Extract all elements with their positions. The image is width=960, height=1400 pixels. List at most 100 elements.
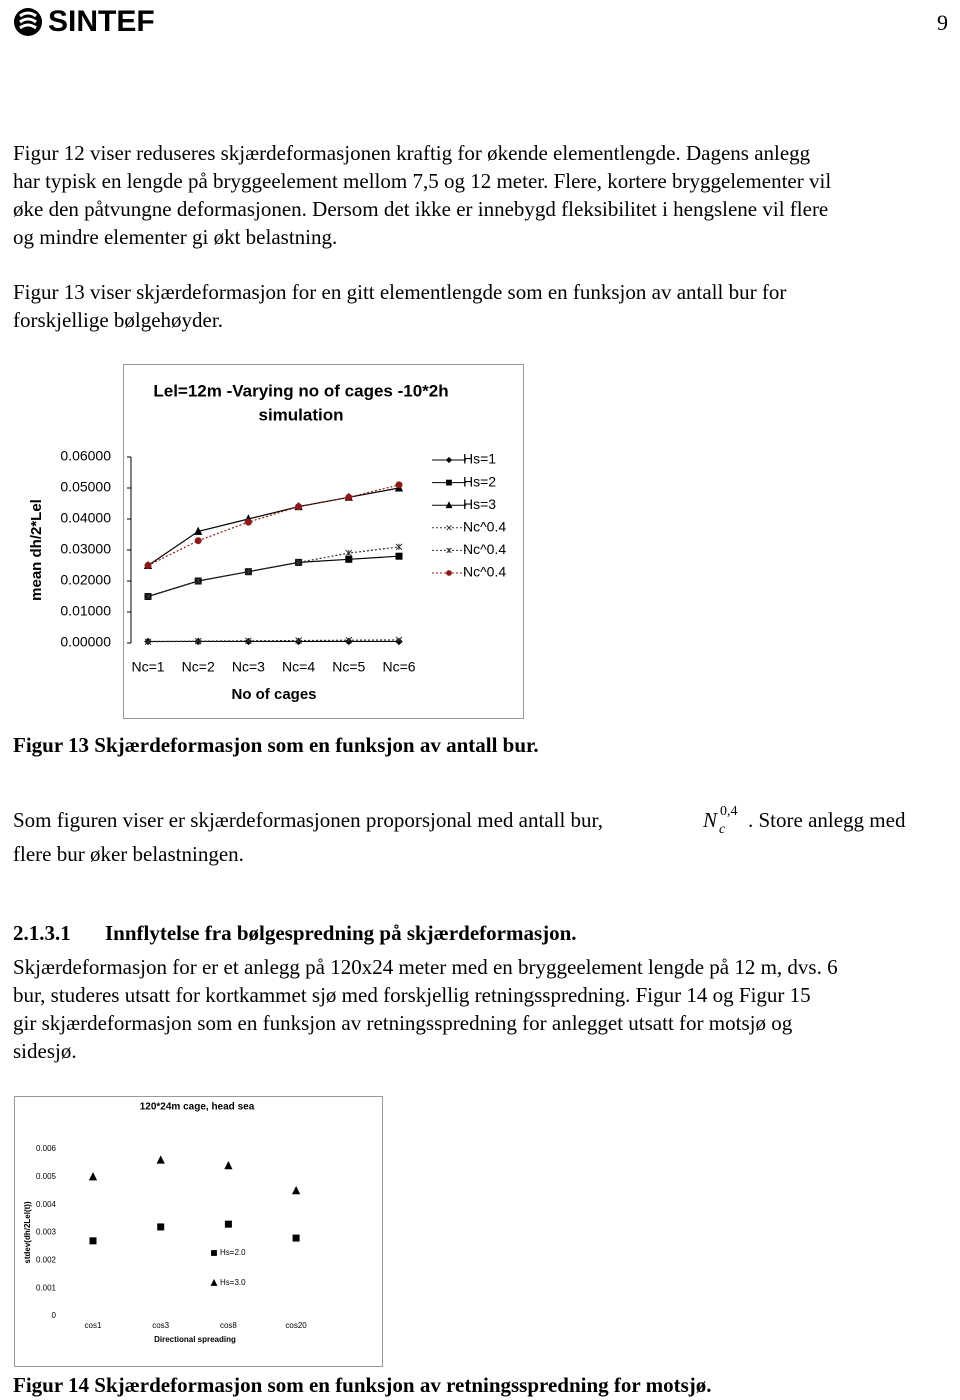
- marker: [194, 526, 203, 535]
- logo: SINTEF: [14, 5, 155, 38]
- marker: [395, 552, 403, 560]
- y-tick-label: 0.002: [36, 1255, 57, 1264]
- text-line: har typisk en lengde på bryggeelement me…: [13, 169, 832, 193]
- marker: [144, 638, 152, 646]
- y-tick-label: 0.004: [36, 1200, 57, 1209]
- legend-label: Nc^0.4: [463, 541, 506, 557]
- marker: [295, 637, 302, 644]
- marker: [194, 637, 202, 645]
- marker: [88, 1172, 98, 1181]
- section-number: 2.1.3.1: [13, 921, 71, 945]
- marker: [244, 518, 252, 526]
- y-tick-label: 0.01000: [60, 603, 111, 619]
- marker: [345, 555, 353, 563]
- y-tick-label: 0.00000: [60, 634, 111, 650]
- y-tick-label: 0.02000: [60, 572, 111, 588]
- marker: [446, 479, 452, 486]
- x-tick-label: Nc=6: [382, 659, 415, 675]
- logo-text: SINTEF: [48, 5, 155, 38]
- marker: [224, 1160, 233, 1170]
- y-axis-label: mean dh/2*Lel: [28, 499, 45, 601]
- page-number: 9: [937, 10, 948, 35]
- text-line: Figur 12 viser reduseres skjærdeformasjo…: [13, 141, 811, 165]
- figure-caption: Figur 14 Skjærdeformasjon som en funksjo…: [13, 1373, 712, 1397]
- paragraph-text: . Store anlegg med: [748, 808, 906, 832]
- formula-sub: c: [719, 822, 726, 837]
- marker: [445, 456, 453, 464]
- marker: [345, 637, 353, 646]
- marker: [144, 593, 152, 600]
- legend-label: Hs=3.0: [220, 1278, 246, 1287]
- series-line: [147, 484, 400, 567]
- legend-label: Hs=2: [463, 473, 496, 489]
- y-tick-label: 0.003: [36, 1228, 57, 1237]
- y-tick-label: 0.06000: [60, 448, 111, 464]
- marker: [211, 1250, 217, 1256]
- figure14-chart: 120*24m cage, head sea stdev(dh/2Lel(t)) D…: [23, 1102, 307, 1344]
- marker: [295, 503, 303, 511]
- marker: [446, 570, 452, 576]
- marker: [157, 1223, 165, 1231]
- y-tick-label: 0.03000: [60, 541, 111, 557]
- text-line: gir skjærdeformasjon som en funksjon av …: [13, 1011, 793, 1035]
- series-line: [147, 487, 400, 566]
- text-line: bur, studeres utsatt for kortkammet sjø …: [13, 983, 811, 1007]
- legend-label: Hs=3: [463, 496, 496, 512]
- paragraph-text: flere bur øker belastningen.: [13, 842, 244, 866]
- chart-title: Lel=12m -Varying no of cages -10*2h: [153, 381, 448, 400]
- marker: [210, 1279, 218, 1286]
- legend-label: Hs=2.0: [220, 1248, 246, 1257]
- figure-caption: Figur 13 Skjærdeformasjon som en funksjo…: [13, 733, 539, 757]
- y-axis-label: stdev(dh/2Lel(t)): [23, 1201, 32, 1264]
- x-axis-label: No of cages: [231, 686, 316, 703]
- legend-label: Nc^0.4: [463, 519, 506, 535]
- marker: [395, 481, 403, 489]
- chart-title: 120*24m cage, head sea: [140, 1102, 255, 1113]
- text-line: sidesjø.: [13, 1039, 77, 1063]
- x-axis-label: Directional spreading: [154, 1335, 236, 1344]
- marker: [194, 537, 202, 545]
- series-line: [147, 555, 400, 598]
- chart-frame: [123, 364, 524, 719]
- marker: [194, 577, 202, 585]
- marker: [345, 549, 353, 557]
- marker: [245, 568, 252, 576]
- y-tick-label: 0.04000: [60, 510, 111, 526]
- y-tick-label: 0.05000: [60, 479, 111, 495]
- chart-frame: [14, 1096, 383, 1367]
- x-tick-label: Nc=5: [332, 659, 365, 675]
- formula-base: N: [703, 808, 718, 832]
- logo-waves: [19, 11, 37, 30]
- text-line: Skjærdeformasjon for er et anlegg på 120…: [13, 955, 838, 979]
- text-line: Figur 13 viser skjærdeformasjon for en g…: [13, 280, 787, 304]
- marker: [295, 559, 302, 566]
- marker: [89, 1237, 97, 1245]
- chart-title: simulation: [258, 405, 343, 424]
- marker: [395, 543, 403, 551]
- x-tick-label: Nc=1: [131, 659, 164, 675]
- x-tick-label: cos3: [152, 1321, 169, 1330]
- text-line: forskjellige bølgehøyder.: [13, 308, 223, 332]
- section-title: Innflytelse fra bølgespredning på skjærd…: [105, 921, 577, 945]
- y-tick-label: 0: [52, 1311, 57, 1320]
- x-tick-label: Nc=2: [182, 659, 215, 675]
- x-tick-label: Nc=3: [232, 659, 265, 675]
- marker: [395, 636, 403, 644]
- figure13-chart: Lel=12m -Varying no of cages -10*2h simul…: [28, 381, 506, 702]
- y-tick-label: 0.001: [36, 1283, 57, 1292]
- legend-label: Hs=1: [463, 451, 496, 467]
- legend-label: Nc^0.4: [463, 564, 506, 580]
- marker: [446, 525, 452, 531]
- marker: [156, 1155, 165, 1164]
- x-tick-label: Nc=4: [282, 659, 315, 675]
- marker: [291, 1186, 301, 1195]
- marker: [345, 636, 353, 644]
- series-line: [147, 639, 400, 643]
- marker: [144, 562, 152, 569]
- marker: [224, 1220, 232, 1228]
- y-tick-label: 0.005: [36, 1172, 57, 1181]
- text-line: øke den påtvungne deformasjonen. Dersom …: [13, 197, 829, 221]
- x-tick-label: cos8: [220, 1321, 237, 1330]
